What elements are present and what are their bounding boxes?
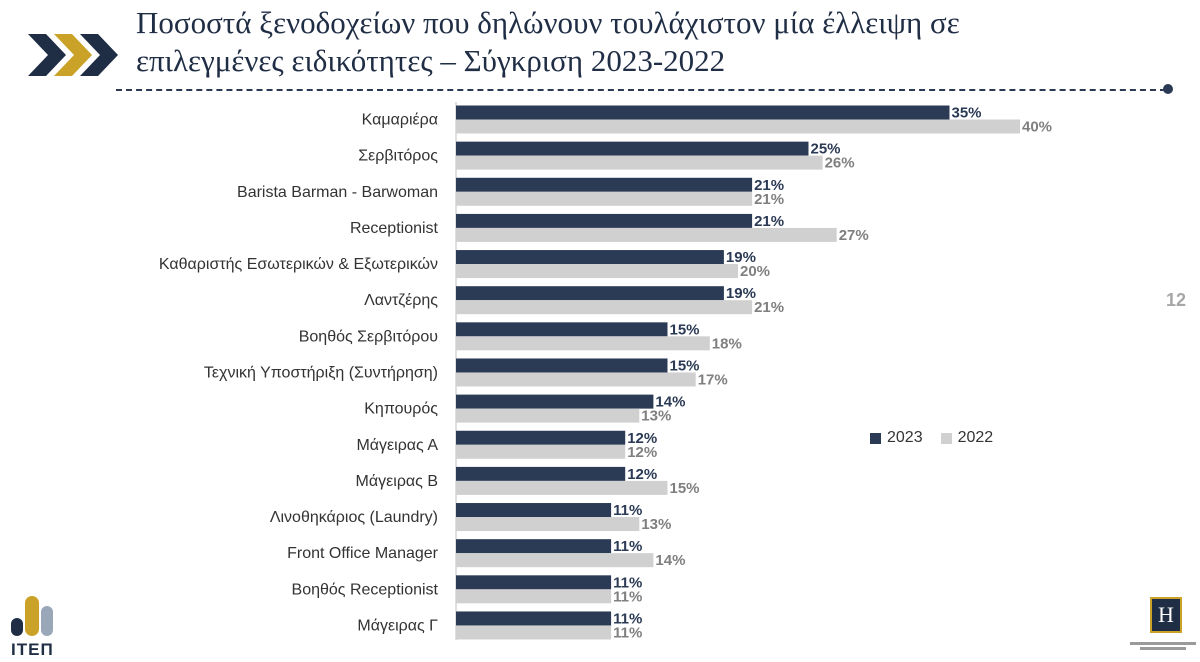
hotel-chamber-logo-icon: H xyxy=(1150,597,1182,633)
bar-2023 xyxy=(456,105,950,120)
bar-2022 xyxy=(456,444,626,459)
chevron-arrows-icon xyxy=(28,34,118,76)
category-label: Barista Barman - Barwoman xyxy=(237,184,438,201)
category-label: Βοηθός Receptionist xyxy=(292,581,439,598)
data-label-2022: 13% xyxy=(641,516,671,533)
bar-2023 xyxy=(456,575,612,590)
legend-label-2023: 2023 xyxy=(887,429,923,446)
bar-2023 xyxy=(456,394,654,409)
bar-2023 xyxy=(456,213,753,228)
bar-2022 xyxy=(456,589,612,604)
bar-2022 xyxy=(456,336,710,351)
bar-2023 xyxy=(456,286,724,301)
bar-2022 xyxy=(456,480,668,495)
category-label: Μάγειρας Γ xyxy=(357,617,438,634)
bar-2022 xyxy=(456,191,753,206)
bar-2022 xyxy=(456,372,696,387)
data-label-2023: 12% xyxy=(627,466,657,483)
itep-logo-text: ΙΤΕΠ xyxy=(11,640,54,659)
bar-2022 xyxy=(456,408,640,423)
category-label: Μάγειρας Β xyxy=(356,473,438,490)
data-label-2023: 12% xyxy=(627,430,657,447)
bar-2022 xyxy=(456,155,823,170)
data-label-2022: 27% xyxy=(839,227,869,244)
bar-2023 xyxy=(456,250,724,265)
category-label: Καθαριστής Εσωτερικών & Εξωτερικών xyxy=(159,256,438,273)
chart-legend: 2023 2022 xyxy=(870,429,993,447)
data-label-2023: 25% xyxy=(811,141,841,158)
data-label-2023: 14% xyxy=(655,394,685,411)
bar-2023 xyxy=(456,539,612,554)
bar-2022 xyxy=(456,300,753,315)
data-label-2022: 11% xyxy=(613,624,642,641)
page-title: Ποσοστά ξενοδοχείων που δηλώνουν τουλάχι… xyxy=(136,4,1176,80)
bar-2023 xyxy=(456,430,626,445)
bar-2022 xyxy=(456,517,640,532)
dashed-divider xyxy=(116,89,1166,91)
divider-dot xyxy=(1163,84,1173,94)
legend-swatch-2022 xyxy=(940,432,952,444)
data-label-2023: 15% xyxy=(670,321,700,338)
data-label-2023: 15% xyxy=(670,357,700,374)
data-label-2022: 26% xyxy=(825,155,855,172)
bar-2022 xyxy=(456,119,1020,134)
category-label: Καμαριέρα xyxy=(362,112,438,129)
category-label: Βοηθός Σερβιτόρου xyxy=(299,328,438,345)
bar-2023 xyxy=(456,141,809,156)
legend-label-2022: 2022 xyxy=(957,429,994,446)
itep-logo-icon xyxy=(11,596,53,636)
category-label: Λαντζέρης xyxy=(364,292,438,309)
category-label: Τεχνική Υποστήριξη (Συντήρηση) xyxy=(204,364,438,381)
data-label-2022: 15% xyxy=(670,480,700,497)
data-label-2023: 21% xyxy=(754,177,784,194)
data-label-2022: 13% xyxy=(641,408,671,425)
data-label-2023: 11% xyxy=(613,538,642,555)
data-label-2023: 21% xyxy=(754,213,784,230)
data-label-2023: 11% xyxy=(613,502,642,519)
bar-2022 xyxy=(456,553,654,568)
bar-2023 xyxy=(456,322,668,337)
category-label: Μάγειρας Α xyxy=(356,437,438,454)
bar-2023 xyxy=(456,177,753,192)
data-label-2023: 11% xyxy=(613,610,642,627)
legend-item-2022: 2022 xyxy=(940,429,994,447)
data-label-2022: 12% xyxy=(627,444,657,461)
data-label-2023: 11% xyxy=(613,574,642,591)
category-label: Receptionist xyxy=(350,220,439,237)
data-label-2022: 20% xyxy=(740,263,770,280)
data-label-2023: 35% xyxy=(952,105,982,122)
bar-2022 xyxy=(456,264,738,279)
hotel-chamber-logo-caption xyxy=(1126,640,1200,656)
bar-2022 xyxy=(456,625,612,640)
data-label-2022: 14% xyxy=(655,552,685,569)
data-label-2022: 21% xyxy=(754,299,784,316)
data-label-2023: 19% xyxy=(726,249,756,266)
category-label: Σερβιτόρος xyxy=(358,148,438,165)
data-label-2022: 17% xyxy=(698,371,728,388)
data-label-2022: 11% xyxy=(613,588,642,605)
page-title-line-1: Ποσοστά ξενοδοχείων που δηλώνουν τουλάχι… xyxy=(136,5,960,40)
bar-2023 xyxy=(456,466,626,481)
category-label: Κηπουρός xyxy=(364,401,438,418)
page-title-line-2: επιλεγμένες ειδικότητες – Σύγκριση 2023-… xyxy=(136,43,726,78)
data-label-2022: 18% xyxy=(712,335,742,352)
legend-swatch-2023 xyxy=(870,432,881,444)
legend-item-2023: 2023 xyxy=(870,429,923,447)
bar-2023 xyxy=(456,611,612,626)
bar-2022 xyxy=(456,227,837,242)
data-label-2022: 40% xyxy=(1022,119,1052,136)
bar-2023 xyxy=(456,503,612,518)
category-label: Λινοθηκάριος (Laundry) xyxy=(270,509,438,526)
data-label-2023: 19% xyxy=(726,285,756,302)
bar-2023 xyxy=(456,358,668,373)
page-number: 12 xyxy=(1166,290,1187,310)
category-label: Front Office Manager xyxy=(287,545,439,562)
data-label-2022: 21% xyxy=(754,191,784,208)
